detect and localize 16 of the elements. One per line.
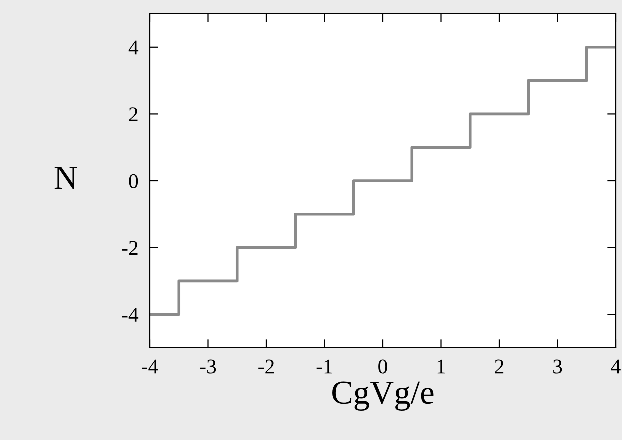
- x-tick-label: 1: [438, 360, 446, 374]
- x-tick-label: 3: [554, 360, 562, 374]
- y-tick-label: 0: [129, 174, 138, 188]
- y-tick-label: 4: [128, 40, 139, 55]
- x-tick-label: 0: [378, 360, 388, 374]
- x-tick-label: -2: [258, 360, 274, 374]
- y-tick-label: 2: [129, 108, 138, 122]
- x-tick-label: -4: [142, 360, 158, 374]
- x-tick-label: 2: [495, 360, 504, 374]
- x-tick-label: 4: [611, 360, 621, 374]
- y-tick-label: -2: [122, 241, 138, 256]
- x-tick-label: -3: [200, 360, 216, 374]
- x-axis-title: CgVg/e: [332, 382, 434, 412]
- y-tick-label: -4: [122, 308, 139, 322]
- y-axis-title: N: [54, 167, 78, 190]
- x-tick-label: -1: [316, 360, 332, 374]
